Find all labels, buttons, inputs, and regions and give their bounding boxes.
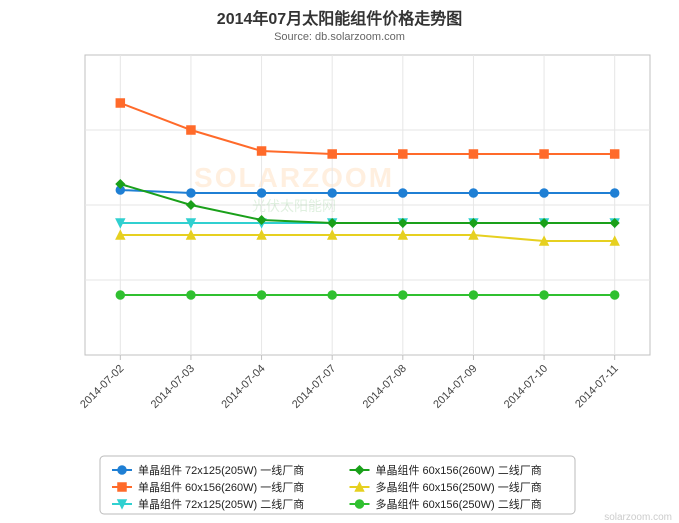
chart-svg: SOLARZOOM 光伏太阳能网 2014-07-02 2014-07-03 2014-… [0,0,679,523]
legend-label: 多晶组件 60x156(250W) 二线厂商 [376,497,542,511]
legend-item: 多晶组件 60x156(250W) 一线厂商 [350,480,542,494]
legend-label: 单晶组件 72x125(205W) 二线厂商 [138,497,304,511]
legend-label: 多晶组件 60x156(250W) 一线厂商 [376,480,542,494]
legend-item: 单晶组件 60x156(260W) 二线厂商 [350,463,542,477]
watermark-text: SOLARZOOM [194,162,394,193]
legend-item: 单晶组件 72x125(205W) 一线厂商 [112,463,304,477]
chart-title: 2014年07月太阳能组件价格走势图 [217,9,462,28]
footer-text: solarzoom.com [604,512,672,523]
watermark-sub: 光伏太阳能网 [252,198,336,214]
x-tick-label: 2014-07-10 [502,363,550,411]
x-tick-label: 2014-07-03 [149,363,197,411]
legend-item: 多晶组件 60x156(250W) 二线厂商 [350,497,542,511]
legend-item: 单晶组件 72x125(205W) 二线厂商 [112,497,304,511]
legend-label: 单晶组件 60x156(260W) 二线厂商 [376,463,542,477]
x-tick-label: 2014-07-08 [361,363,409,411]
legend-label: 单晶组件 60x156(260W) 一线厂商 [138,480,304,494]
x-tick-label: 2014-07-11 [573,363,621,411]
x-tick-label: 2014-07-04 [219,363,267,411]
x-tick-label: 2014-07-02 [78,363,126,411]
chart-container: SOLARZOOM 光伏太阳能网 2014-07-02 2014-07-03 2014-… [0,0,679,523]
legend-item: 单晶组件 60x156(260W) 一线厂商 [112,480,304,494]
legend-label: 单晶组件 72x125(205W) 一线厂商 [138,463,304,477]
x-tick-label: 2014-07-07 [290,363,338,411]
x-tick-label: 2014-07-09 [431,363,479,411]
chart-subtitle: Source: db.solarzoom.com [274,31,405,43]
